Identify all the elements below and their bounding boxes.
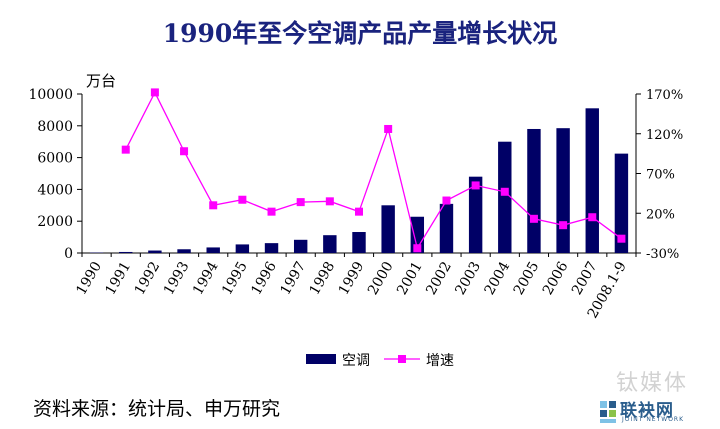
brand-logo-icon: [600, 401, 616, 423]
bar: [235, 244, 250, 253]
growth-point: [529, 214, 538, 223]
source-note: 资料来源：统计局、申万研究: [33, 398, 281, 420]
right-axis-tick-label: 20%: [646, 207, 675, 222]
growth-point: [442, 196, 451, 205]
left-axis-tick-label: 0: [64, 246, 73, 262]
bar: [148, 250, 162, 253]
left-axis-tick-label: 10000: [28, 87, 73, 103]
growth-point: [471, 181, 480, 190]
growth-point: [121, 145, 130, 154]
x-axis-tick-label: 2003: [452, 259, 484, 298]
x-axis-tick-label: 1994: [190, 259, 222, 298]
x-axis-tick-label: 1993: [161, 259, 193, 298]
x-axis-tick-label: 1995: [219, 259, 251, 298]
bar: [264, 243, 279, 253]
growth-point: [150, 88, 159, 97]
bar: [468, 176, 483, 253]
growth-point: [180, 147, 189, 156]
x-axis-tick-label: 2000: [365, 259, 397, 298]
brand-name: 联袂网: [620, 401, 674, 421]
growth-point: [559, 221, 568, 230]
left-axis-tick-label: 2000: [37, 214, 73, 230]
x-axis-tick-label: 2005: [511, 259, 543, 298]
brand-subtitle: JOINT NETWORK: [622, 416, 685, 423]
x-axis-tick-label: 1991: [103, 259, 135, 298]
bar: [293, 239, 308, 253]
x-axis-tick-label: 1998: [307, 259, 339, 298]
left-axis-tick-label: 4000: [37, 182, 73, 198]
right-axis-tick-label: -30%: [646, 247, 679, 262]
x-axis-tick-label: 1996: [248, 259, 280, 298]
watermark: 钛媒体: [616, 371, 689, 396]
growth-point: [500, 187, 509, 196]
right-axis-tick-label: 120%: [646, 128, 683, 143]
growth-point: [238, 195, 247, 204]
growth-point: [355, 207, 363, 216]
brand-logo: 联袂网 JOINT NETWORK: [598, 398, 713, 426]
legend-swatch-bars: [306, 354, 336, 364]
legend-label-line: 增速: [426, 353, 454, 369]
growth-point: [588, 213, 597, 222]
bar: [439, 203, 454, 253]
bar: [381, 205, 395, 253]
bar: [177, 249, 191, 253]
growth-point: [384, 124, 393, 133]
growth-point: [296, 198, 305, 207]
bar: [585, 108, 599, 253]
x-axis-tick-label: 1990: [73, 259, 105, 298]
growth-point: [267, 207, 276, 216]
growth-point: [617, 234, 626, 243]
left-axis-tick-label: 8000: [37, 119, 73, 135]
x-axis-tick-label: 1992: [132, 259, 164, 298]
x-axis-tick-label: 2001: [394, 259, 426, 298]
legend-swatch-marker: [398, 355, 406, 363]
bar: [556, 128, 570, 253]
x-axis-tick-label: 1999: [336, 259, 368, 298]
right-axis-tick-label: 170%: [646, 88, 683, 103]
left-axis-tick-label: 6000: [37, 151, 73, 167]
x-axis-tick-label: 2006: [540, 259, 572, 298]
bar: [323, 235, 337, 253]
x-axis-tick-label: 2002: [423, 259, 455, 298]
right-axis-tick-label: 70%: [646, 168, 675, 183]
bar: [527, 128, 541, 253]
left-axis-unit-label: 万台: [86, 72, 116, 90]
bar: [206, 247, 220, 253]
x-axis-tick-label: 2004: [482, 259, 514, 298]
legend-label-bars: 空调: [342, 353, 370, 369]
bar: [614, 153, 629, 253]
x-axis-tick-label: 1997: [277, 259, 309, 298]
growth-point: [413, 244, 422, 253]
growth-point: [325, 197, 334, 206]
growth-point: [209, 201, 218, 210]
bar: [352, 232, 366, 253]
chart-title: 1990年至今空调产品产量增长状况: [162, 19, 558, 48]
growth-line: [125, 90, 622, 250]
bar: [119, 251, 133, 253]
bar: [498, 141, 512, 253]
